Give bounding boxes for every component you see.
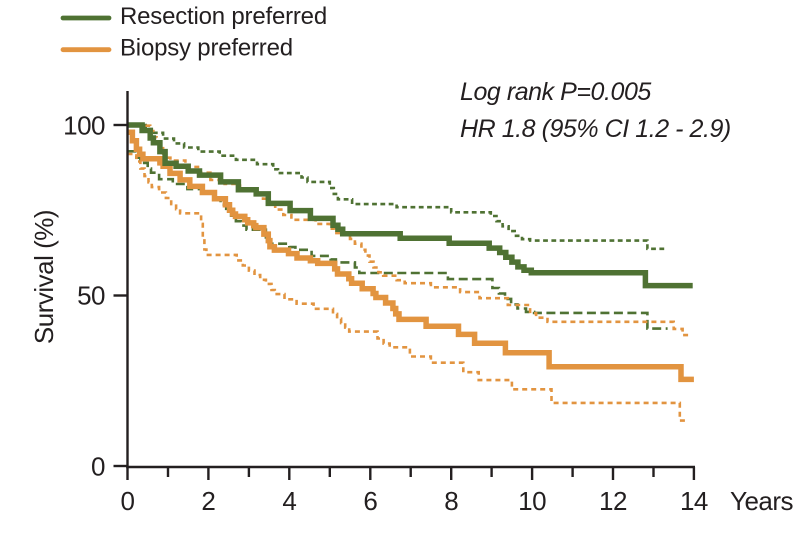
svg-text:0: 0 bbox=[91, 452, 105, 482]
svg-text:12: 12 bbox=[599, 486, 627, 516]
svg-text:50: 50 bbox=[77, 281, 105, 311]
svg-text:Log rank P=0.005: Log rank P=0.005 bbox=[460, 78, 651, 106]
svg-text:2: 2 bbox=[201, 486, 215, 516]
svg-text:0: 0 bbox=[121, 486, 135, 516]
svg-text:4: 4 bbox=[282, 486, 296, 516]
svg-text:14: 14 bbox=[680, 486, 708, 516]
svg-text:10: 10 bbox=[518, 486, 546, 516]
svg-text:8: 8 bbox=[444, 486, 458, 516]
svg-text:100: 100 bbox=[63, 111, 105, 141]
svg-text:Survival (%): Survival (%) bbox=[29, 210, 59, 344]
svg-text:Biopsy preferred: Biopsy preferred bbox=[120, 34, 293, 61]
svg-text:6: 6 bbox=[363, 486, 377, 516]
svg-text:Years: Years bbox=[730, 486, 794, 516]
svg-text:Resection preferred: Resection preferred bbox=[120, 3, 327, 30]
svg-text:HR 1.8 (95% CI 1.2 - 2.9): HR 1.8 (95% CI 1.2 - 2.9) bbox=[460, 115, 731, 143]
